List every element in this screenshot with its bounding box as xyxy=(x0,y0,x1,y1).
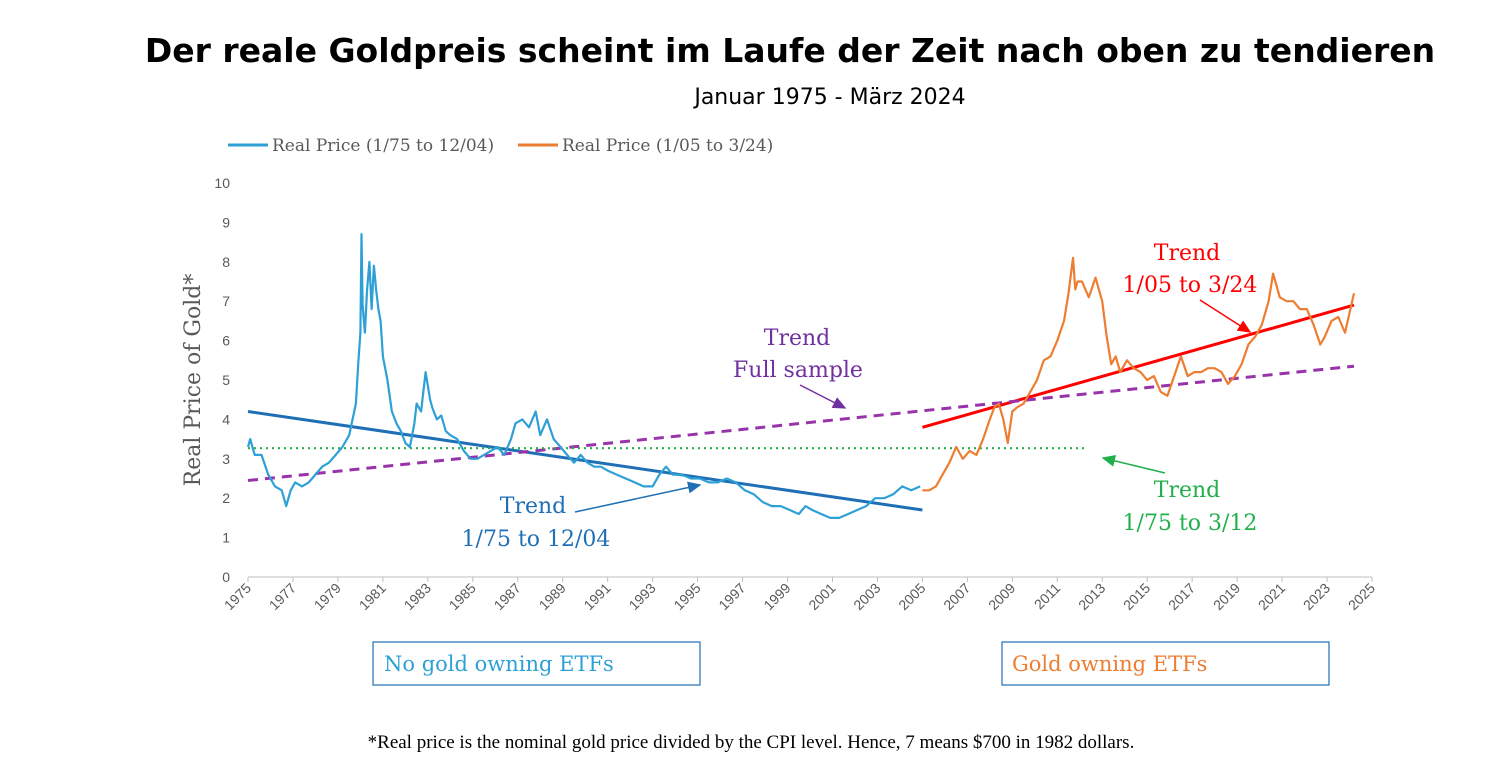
legend-label-early: Real Price (1/75 to 12/04) xyxy=(272,136,494,156)
y-tick-label: 0 xyxy=(222,569,230,585)
chart-subtitle: Januar 1975 - März 2024 xyxy=(692,85,965,110)
annotation-trend-green-line1: Trend xyxy=(1154,478,1220,503)
chart: Der reale Goldpreis scheint im Laufe der… xyxy=(0,0,1509,762)
annotation-trend-early: Trend 1/75 to 12/04 xyxy=(462,485,700,552)
x-tick-label: 1985 xyxy=(446,580,479,613)
x-tick-label: 2019 xyxy=(1210,580,1243,613)
x-tick-label: 1979 xyxy=(311,580,344,613)
annotation-trend-full-arrow xyxy=(800,385,845,408)
x-tick-label: 2017 xyxy=(1165,580,1198,613)
y-tick-label: 6 xyxy=(222,333,230,349)
y-axis-label: Real Price of Gold* xyxy=(181,274,206,487)
annotation-trend-full-line1: Trend xyxy=(764,326,830,351)
annotation-trend-early-line1: Trend xyxy=(500,494,566,519)
x-tick-label: 1977 xyxy=(266,580,299,613)
annotation-trend-early-arrow xyxy=(575,485,700,512)
x-tick-label: 2003 xyxy=(850,580,883,613)
x-tick-label: 2007 xyxy=(940,580,973,613)
x-tick-label: 2021 xyxy=(1255,580,1288,613)
y-tick-label: 4 xyxy=(222,411,230,427)
y-tick-label: 9 xyxy=(222,214,230,230)
y-tick-label: 1 xyxy=(222,530,230,546)
x-tick-label: 1981 xyxy=(356,580,389,613)
x-tick-label: 2001 xyxy=(805,580,838,613)
trend-line-recent xyxy=(922,305,1354,427)
chart-title: Der reale Goldpreis scheint im Laufe der… xyxy=(145,31,1435,70)
annotation-trend-full-line2: Full sample xyxy=(733,358,863,383)
annotation-trend-recent-arrow xyxy=(1200,300,1250,332)
annotation-trend-green: Trend 1/75 to 3/12 xyxy=(1103,458,1257,536)
y-tick-label: 10 xyxy=(214,175,230,191)
annotation-trend-full: Trend Full sample xyxy=(733,326,863,408)
y-tick-label: 3 xyxy=(222,451,230,467)
x-tick-label: 2023 xyxy=(1300,580,1333,613)
x-tick-label: 1999 xyxy=(760,580,793,613)
x-tick-label: 2025 xyxy=(1345,580,1378,613)
legend: Real Price (1/75 to 12/04) Real Price (1… xyxy=(228,136,773,156)
footnote: *Real price is the nominal gold price di… xyxy=(368,732,1135,753)
annotation-trend-green-line2: 1/75 to 3/12 xyxy=(1123,511,1258,536)
box-no-etfs: No gold owning ETFs xyxy=(373,642,700,685)
box-no-etfs-label: No gold owning ETFs xyxy=(384,652,614,676)
x-tick-label: 1995 xyxy=(670,580,703,613)
x-tick-label: 1983 xyxy=(401,580,434,613)
y-tick-label: 2 xyxy=(222,490,230,506)
annotation-trend-recent-line1: Trend xyxy=(1154,241,1220,266)
y-tick-label: 8 xyxy=(222,254,230,270)
x-tick-label: 1991 xyxy=(580,580,613,613)
annotation-trend-recent: Trend 1/05 to 3/24 xyxy=(1123,241,1258,332)
x-tick-label: 1987 xyxy=(491,580,524,613)
x-tick-label: 1989 xyxy=(535,580,568,613)
x-tick-label: 1997 xyxy=(715,580,748,613)
y-tick-label: 5 xyxy=(222,372,230,388)
x-tick-label: 2005 xyxy=(895,580,928,613)
x-tick-label: 1993 xyxy=(625,580,658,613)
box-etfs: Gold owning ETFs xyxy=(1002,642,1329,685)
box-etfs-label: Gold owning ETFs xyxy=(1012,652,1207,676)
annotation-trend-green-arrow xyxy=(1103,458,1165,473)
y-tick-label: 7 xyxy=(222,293,230,309)
annotation-trend-early-line2: 1/75 to 12/04 xyxy=(462,527,611,552)
x-tick-label: 2011 xyxy=(1031,580,1064,613)
x-tick-label: 2009 xyxy=(985,580,1018,613)
x-tick-label: 2015 xyxy=(1120,580,1153,613)
x-tick-label: 2013 xyxy=(1075,580,1108,613)
legend-label-recent: Real Price (1/05 to 3/24) xyxy=(562,136,773,156)
annotation-trend-recent-line2: 1/05 to 3/24 xyxy=(1123,273,1258,298)
